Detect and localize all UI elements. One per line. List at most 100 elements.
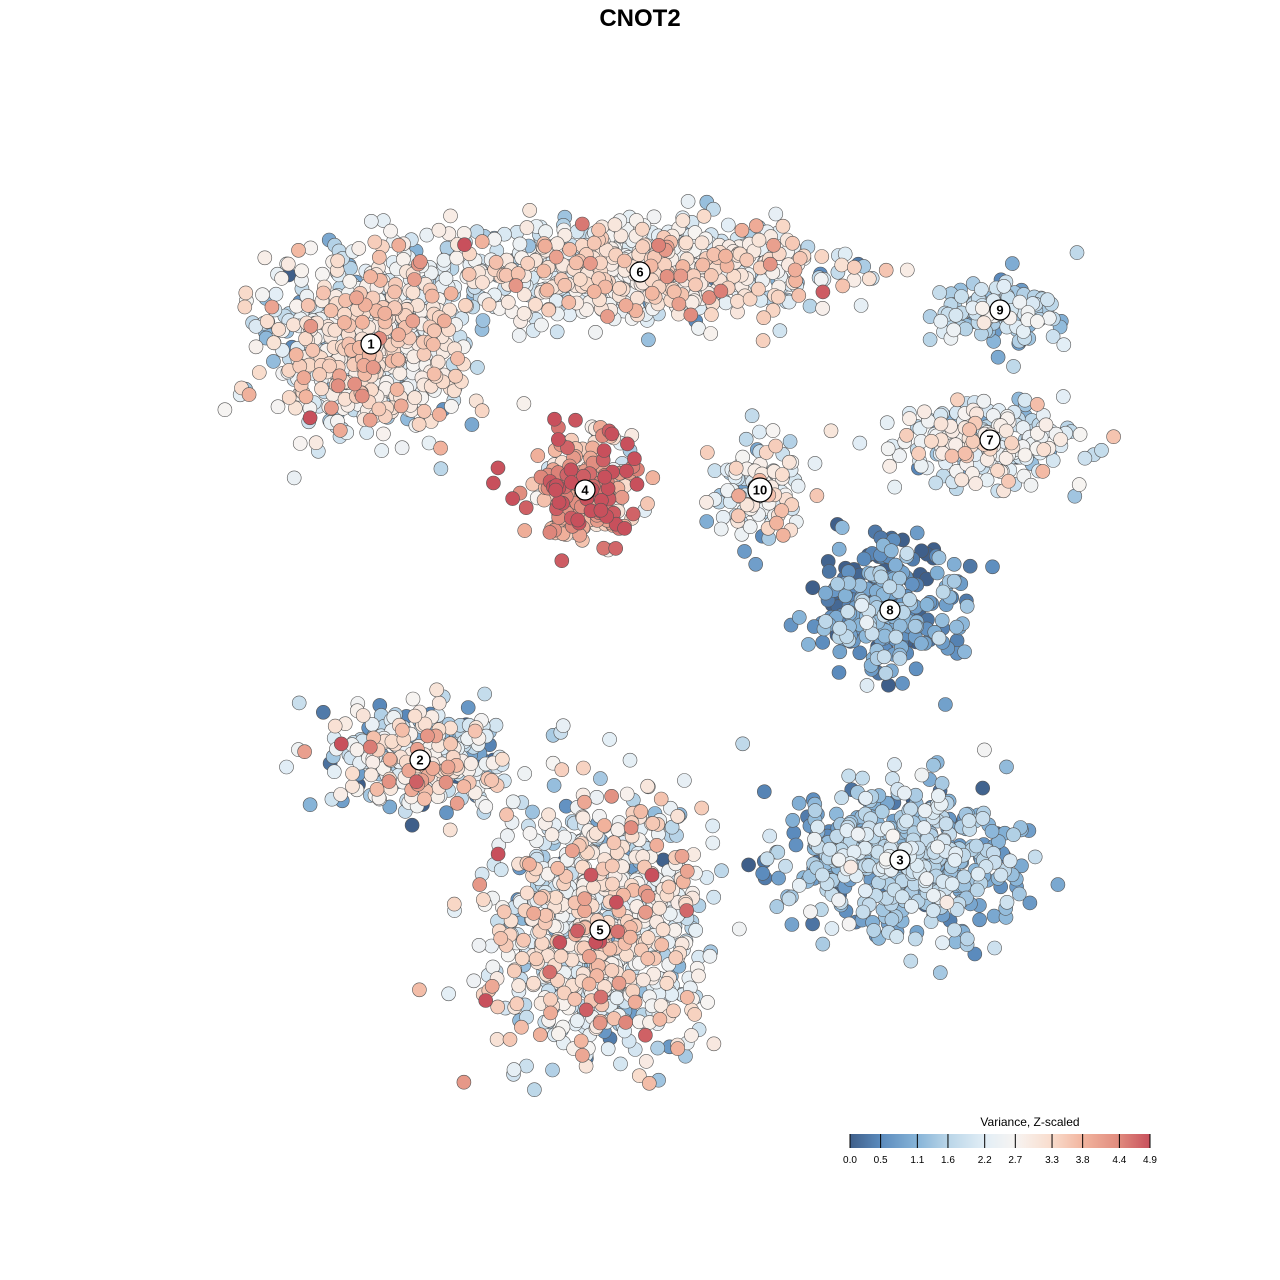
data-point (578, 1002, 594, 1018)
data-point (355, 708, 371, 723)
data-point (913, 458, 929, 474)
data-point (707, 463, 723, 479)
data-point (959, 598, 975, 614)
data-point (731, 488, 746, 504)
data-point (478, 799, 494, 814)
data-point (516, 396, 532, 411)
data-point (1030, 397, 1045, 412)
data-point (788, 837, 804, 853)
data-point (894, 889, 910, 905)
data-point (916, 820, 932, 836)
data-point (897, 785, 912, 801)
data-point (614, 490, 630, 505)
data-point (604, 858, 620, 874)
data-point (302, 797, 318, 813)
data-point (1038, 417, 1054, 433)
data-point (458, 298, 473, 313)
data-point (946, 573, 962, 589)
data-point (1071, 477, 1087, 492)
data-point (1011, 886, 1027, 902)
cluster-label-badge (360, 333, 382, 355)
data-point (612, 280, 627, 296)
data-point (506, 963, 522, 979)
data-point (396, 252, 411, 267)
data-point (474, 234, 490, 249)
data-point (591, 222, 606, 238)
data-point (382, 799, 398, 815)
data-point (1094, 442, 1109, 458)
data-point (990, 463, 1005, 478)
data-point (270, 399, 286, 415)
data-point (744, 408, 760, 424)
data-point (807, 803, 823, 818)
data-point (699, 514, 715, 529)
data-point (303, 240, 318, 256)
data-point (990, 349, 1006, 365)
data-point (640, 496, 655, 512)
data-point (784, 917, 800, 932)
data-point (731, 921, 747, 937)
data-point (308, 435, 324, 451)
data-point (926, 888, 941, 903)
data-point (634, 221, 650, 237)
data-point (633, 804, 649, 819)
data-point (544, 827, 560, 843)
data-point (572, 272, 588, 287)
data-point (588, 324, 603, 340)
data-point (484, 773, 499, 788)
data-point (609, 894, 624, 910)
data-point (975, 811, 991, 826)
data-point (390, 352, 406, 367)
data-point (554, 762, 570, 778)
data-point (902, 411, 917, 426)
data-point (568, 412, 583, 428)
data-point (683, 307, 699, 323)
data-point (699, 494, 714, 510)
data-point (772, 323, 788, 339)
data-point (938, 816, 954, 832)
data-point (975, 300, 990, 316)
data-point (441, 986, 456, 1002)
data-point (549, 324, 565, 340)
data-point (976, 315, 992, 331)
data-point (593, 989, 609, 1005)
data-point (977, 742, 992, 758)
data-point (858, 790, 874, 806)
data-point (775, 527, 791, 543)
data-point (904, 576, 920, 592)
data-point (489, 1032, 505, 1047)
data-point (834, 257, 850, 273)
data-point (548, 482, 564, 498)
data-point (881, 677, 896, 693)
data-point (342, 274, 358, 289)
data-point (968, 476, 984, 491)
data-point (873, 569, 889, 585)
data-point (730, 293, 745, 309)
data-point (679, 863, 695, 879)
chart-title: CNOT2 (599, 5, 680, 32)
data-point (737, 544, 752, 559)
data-point (908, 661, 924, 677)
data-point (355, 314, 370, 330)
data-point (407, 708, 423, 724)
data-point (312, 367, 327, 382)
data-point (713, 521, 729, 537)
data-point (768, 206, 784, 222)
data-point (670, 808, 686, 824)
data-point (741, 857, 756, 873)
data-point (919, 871, 935, 887)
data-point (528, 951, 544, 967)
data-point (354, 388, 370, 404)
data-point (613, 1056, 628, 1072)
data-point (512, 236, 528, 252)
data-point (502, 1032, 518, 1047)
cluster-label-1: 1 (360, 333, 382, 355)
data-point (472, 877, 488, 892)
data-point (532, 1027, 548, 1042)
data-point (433, 440, 448, 456)
data-point (1056, 337, 1072, 353)
data-point (858, 883, 873, 899)
data-point (238, 285, 254, 301)
data-point (369, 781, 385, 797)
data-point (878, 665, 894, 681)
